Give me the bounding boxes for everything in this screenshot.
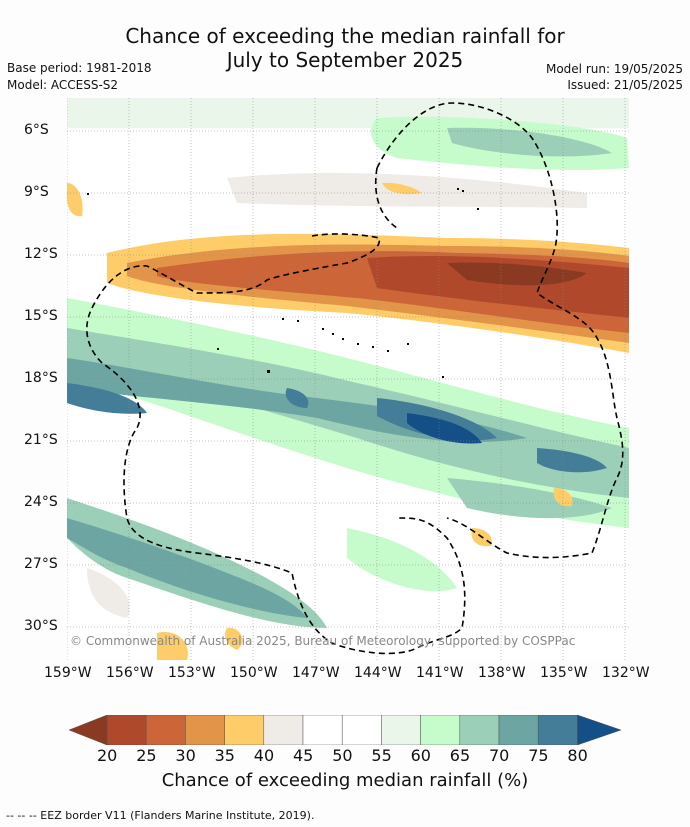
colorbar-title: Chance of exceeding median rainfall (%): [161, 770, 529, 791]
colorbar-segment: [498, 714, 539, 746]
lat-tick-label: 18°S: [24, 370, 58, 386]
map-svg: [67, 98, 629, 660]
colorbar-tick-label: 30: [175, 746, 196, 765]
colorbar-low-extend: [68, 714, 108, 746]
colorbar-tick-label: 20: [97, 746, 118, 765]
colorbar-segment: [302, 714, 343, 746]
south-green-right: [447, 478, 612, 519]
colorbar-segment: [145, 714, 186, 746]
colorbar-segment: [537, 714, 578, 746]
colorbar-svg: [68, 714, 622, 746]
eez-border-east: [376, 102, 624, 559]
lon-tick-label: 159°W: [44, 665, 92, 681]
colorbar-tick-label: 50: [332, 746, 353, 765]
lon-tick-label: 141°W: [416, 665, 464, 681]
lon-tick-label: 156°W: [106, 665, 154, 681]
colorbar-tick-label: 65: [449, 746, 471, 765]
island-markers: [87, 188, 479, 378]
colorbar-segment: [420, 714, 461, 746]
lon-tick-label: 144°W: [354, 665, 402, 681]
lat-tick-label: 6°S: [24, 122, 49, 138]
south-teal-left: [67, 518, 307, 618]
lon-tick-label: 150°W: [230, 665, 278, 681]
issued-date: Issued: 21/05/2025: [567, 78, 683, 92]
colorbar-tick-label: 25: [136, 746, 157, 765]
colorbar-tick-label: 75: [528, 746, 549, 765]
colorbar: [68, 714, 622, 746]
wet-core-3: [407, 413, 482, 444]
colorbar-tick-label: 70: [489, 746, 510, 765]
eez-border-north: [374, 167, 398, 229]
lat-tick-label: 27°S: [24, 556, 58, 572]
colorbar-tick-label: 80: [567, 746, 588, 765]
colorbar-segment: [381, 714, 421, 746]
rainfall-map: © Commonwealth of Australia 2025, Bureau…: [67, 98, 629, 660]
colorbar-tick-label: 35: [214, 746, 235, 765]
colorbar-segment: [263, 714, 304, 746]
wet-core-4: [285, 388, 309, 408]
map-title-line1: Chance of exceeding the median rainfall …: [125, 24, 565, 48]
lat-tick-label: 24°S: [24, 494, 58, 510]
south-green-center: [347, 528, 457, 592]
colorbar-segment: [106, 714, 147, 746]
colorbar-segment: [459, 714, 500, 746]
colorbar-tick-label: 45: [293, 746, 314, 765]
colorbar-segment: [341, 714, 382, 746]
southwest-yellow-2: [225, 627, 243, 650]
copyright-text: © Commonwealth of Australia 2025, Bureau…: [70, 634, 576, 648]
lon-tick-label: 135°W: [540, 665, 588, 681]
lat-tick-label: 21°S: [24, 432, 58, 448]
wet-core-1: [67, 383, 147, 414]
base-period: Base period: 1981-2018: [7, 61, 152, 75]
south-blue-right: [537, 448, 607, 473]
northwest-yellow: [67, 183, 83, 217]
lat-tick-label: 30°S: [24, 618, 58, 634]
lon-tick-label: 132°W: [602, 665, 650, 681]
eez-border-west: [86, 233, 466, 655]
colorbar-segment: [185, 714, 225, 746]
colorbar-tick-label: 60: [410, 746, 431, 765]
model-name: Model: ACCESS-S2: [7, 78, 119, 92]
band-north-teal-inner: [447, 127, 612, 157]
model-run: Model run: 19/05/2025: [545, 62, 683, 76]
southwest-yellow-1: [157, 632, 188, 660]
colorbar-tick-label: 40: [253, 746, 275, 765]
southwest-grey: [87, 568, 130, 618]
lat-tick-label: 15°S: [24, 308, 58, 324]
lat-tick-label: 12°S: [24, 246, 58, 262]
lat-tick-label: 9°S: [24, 184, 49, 200]
colorbar-high-extend: [577, 714, 622, 746]
lon-tick-label: 153°W: [168, 665, 216, 681]
lon-tick-label: 147°W: [292, 665, 340, 681]
map-title-line2: July to September 2025: [226, 48, 464, 72]
colorbar-segment: [224, 714, 265, 746]
dry-belt-core: [447, 262, 587, 286]
eez-footnote: -- -- -- EEZ border V11 (Flanders Marine…: [6, 809, 315, 822]
northeast-yellow: [382, 182, 422, 195]
colorbar-tick-label: 55: [371, 746, 392, 765]
lon-tick-label: 138°W: [478, 665, 526, 681]
